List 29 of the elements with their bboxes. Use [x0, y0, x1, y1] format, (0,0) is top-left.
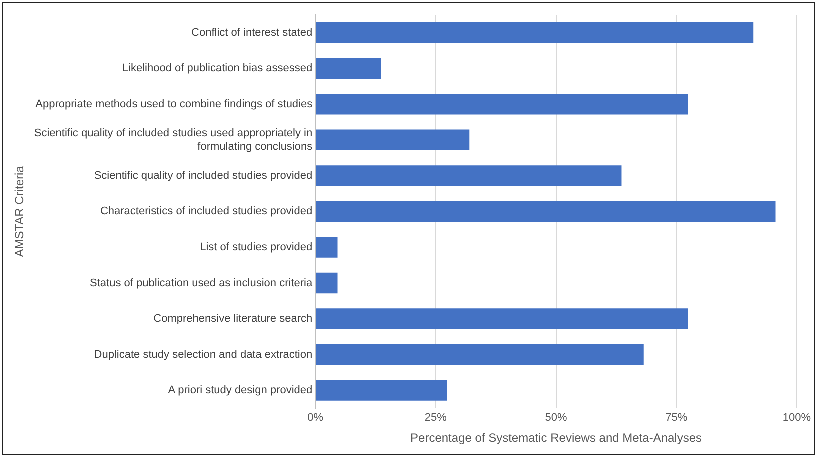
y-axis-title: AMSTAR Criteria	[12, 166, 27, 258]
x-tick-label: 25%	[424, 412, 448, 424]
y-tick-label: Scientific quality of included studies provided	[94, 170, 313, 182]
bar	[316, 237, 338, 258]
y-tick-label: Scientific quality of included studies used appropriately in formulating conclusions	[34, 128, 314, 153]
x-tick-label: 50%	[545, 412, 568, 424]
y-tick-label: Conflict of interest stated	[192, 26, 313, 39]
bar	[316, 272, 338, 294]
x-tick-label: 0%	[308, 412, 324, 424]
bar	[316, 22, 754, 44]
y-tick-label: Likelihood of publication bias assessed	[122, 62, 313, 75]
bar	[316, 58, 382, 80]
y-tick-label: List of studies provided	[200, 241, 313, 254]
y-tick-label: Duplicate study selection and data extraction	[94, 348, 313, 361]
x-tick-label: 100%	[782, 412, 812, 424]
y-tick-label: Comprehensive literature search	[154, 313, 313, 326]
bar	[316, 130, 470, 151]
y-tick-label: A priori study design provided	[168, 384, 313, 397]
x-axis-title: Percentage of Systematic Reviews and Meta-Analyses	[410, 431, 702, 446]
y-tick-label: Characteristics of included studies provided	[100, 206, 313, 218]
bar	[316, 308, 688, 330]
bar	[316, 201, 776, 222]
y-tick-label: Status of publication used as inclusion criteria	[90, 277, 314, 290]
bar	[316, 166, 622, 186]
x-tick-label: 75%	[666, 412, 688, 424]
bar	[316, 344, 644, 366]
bar	[316, 94, 688, 115]
y-tick-label: Appropriate methods used to combine findings of studies	[36, 98, 314, 110]
bar	[316, 380, 448, 401]
